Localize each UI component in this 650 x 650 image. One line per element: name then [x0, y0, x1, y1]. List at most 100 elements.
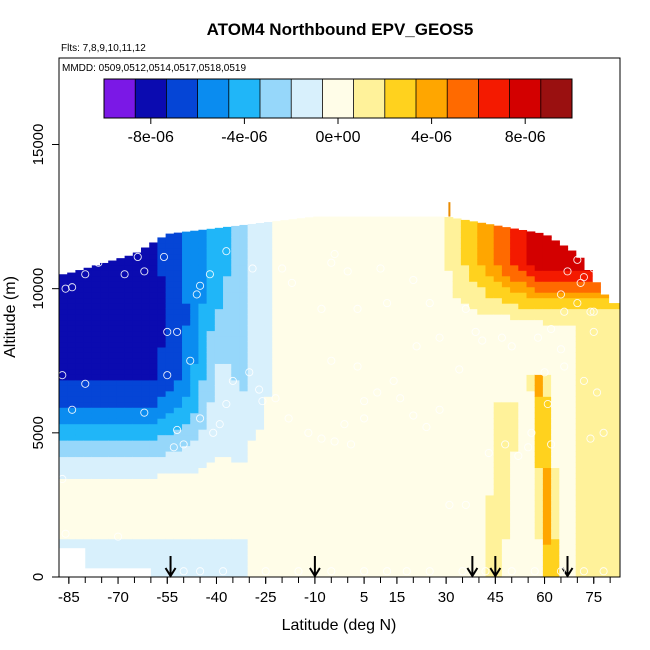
heat-cell: [337, 440, 347, 447]
heat-cell: [567, 314, 577, 321]
heat-cell: [354, 522, 364, 529]
heat-cell: [346, 483, 355, 490]
heat-cell: [280, 451, 290, 458]
heat-cell: [141, 483, 150, 490]
sample-point: [196, 414, 205, 423]
heat-cell: [141, 440, 150, 447]
heat-cell: [337, 259, 347, 266]
heat-cell: [198, 259, 208, 266]
heat-cell: [337, 368, 347, 375]
heat-cell: [395, 226, 405, 233]
heat-cell: [387, 248, 396, 255]
heat-cell: [354, 516, 364, 523]
heat-cell: [149, 451, 159, 458]
heat-cell: [551, 319, 560, 326]
heat-cell: [321, 538, 331, 545]
heat-cell: [116, 341, 126, 348]
heat-cell: [157, 445, 167, 452]
heat-cell: [157, 325, 167, 332]
heat-cell: [132, 379, 142, 386]
heat-cell: [354, 259, 364, 266]
heat-cell: [280, 292, 290, 299]
heat-cell: [75, 368, 85, 375]
heat-cell: [395, 489, 405, 496]
heat-cell: [91, 303, 101, 310]
heat-cell: [296, 231, 306, 238]
heat-cell: [231, 286, 241, 293]
heat-cell: [469, 461, 478, 469]
heat-cell: [387, 390, 396, 397]
heat-cell: [395, 303, 405, 310]
heat-cell: [108, 385, 118, 392]
heat-cell: [608, 538, 618, 545]
heat-cell: [83, 385, 93, 392]
heat-cell: [534, 253, 544, 260]
heat-cell: [493, 325, 503, 332]
heat-cell: [428, 226, 437, 233]
heat-cell: [247, 270, 257, 277]
heat-cell: [485, 319, 495, 326]
heat-cell: [551, 374, 560, 381]
heat-cell: [124, 341, 134, 348]
heat-cell: [370, 423, 380, 430]
heat-cell: [370, 434, 380, 441]
heat-cell: [198, 319, 208, 326]
heat-cell: [296, 461, 306, 469]
heat-cell: [239, 489, 249, 496]
heat-cell: [132, 472, 142, 479]
heat-cell: [223, 555, 232, 562]
heat-cell: [239, 325, 249, 332]
heat-cell: [567, 549, 577, 556]
heat-cell: [592, 319, 601, 326]
heat-cell: [534, 242, 544, 249]
heat-cell: [493, 297, 503, 304]
heat-cell: [214, 418, 224, 425]
heat-cell: [182, 511, 191, 518]
heat-cell: [337, 281, 347, 288]
heat-cell: [329, 379, 339, 386]
heat-cell: [132, 440, 142, 447]
heat-cell: [411, 297, 421, 304]
heat-cell: [460, 314, 470, 321]
heat-cell: [239, 461, 249, 469]
heat-cell: [501, 445, 511, 452]
heat-cell: [460, 396, 470, 403]
heat-cell: [190, 516, 200, 523]
heat-cell: [83, 511, 93, 518]
heat-cell: [264, 275, 273, 282]
heat-cell: [354, 253, 364, 260]
heat-cell: [116, 511, 126, 518]
heat-cell: [149, 396, 159, 403]
heat-cell: [526, 445, 536, 452]
heat-cell: [575, 401, 585, 408]
heat-cell: [444, 511, 454, 518]
heat-cell: [190, 489, 200, 496]
heat-cell: [583, 533, 593, 540]
heat-cell: [428, 237, 437, 244]
heat-cell: [542, 516, 552, 523]
heat-cell: [108, 445, 118, 452]
heat-cell: [288, 357, 298, 364]
heat-cell: [493, 549, 503, 556]
heat-cell: [165, 461, 175, 469]
heat-cell: [378, 407, 388, 414]
heat-cell: [444, 357, 454, 364]
heat-cell: [321, 489, 331, 496]
heat-cell: [91, 379, 101, 386]
heat-cell: [551, 346, 560, 353]
heat-cell: [452, 500, 462, 507]
heat-cell: [411, 216, 421, 222]
heat-cell: [288, 303, 298, 310]
heat-cell: [411, 527, 421, 534]
heat-cell: [575, 325, 585, 332]
heat-cell: [493, 445, 503, 452]
heat-cell: [600, 461, 610, 469]
heat-cell: [583, 330, 593, 337]
heat-cell: [223, 281, 232, 288]
heat-cell: [403, 242, 413, 249]
heat-cell: [280, 248, 290, 255]
heat-cell: [337, 434, 347, 441]
heat-cell: [264, 286, 273, 293]
heat-cell: [493, 259, 503, 266]
heat-cell: [354, 483, 364, 490]
